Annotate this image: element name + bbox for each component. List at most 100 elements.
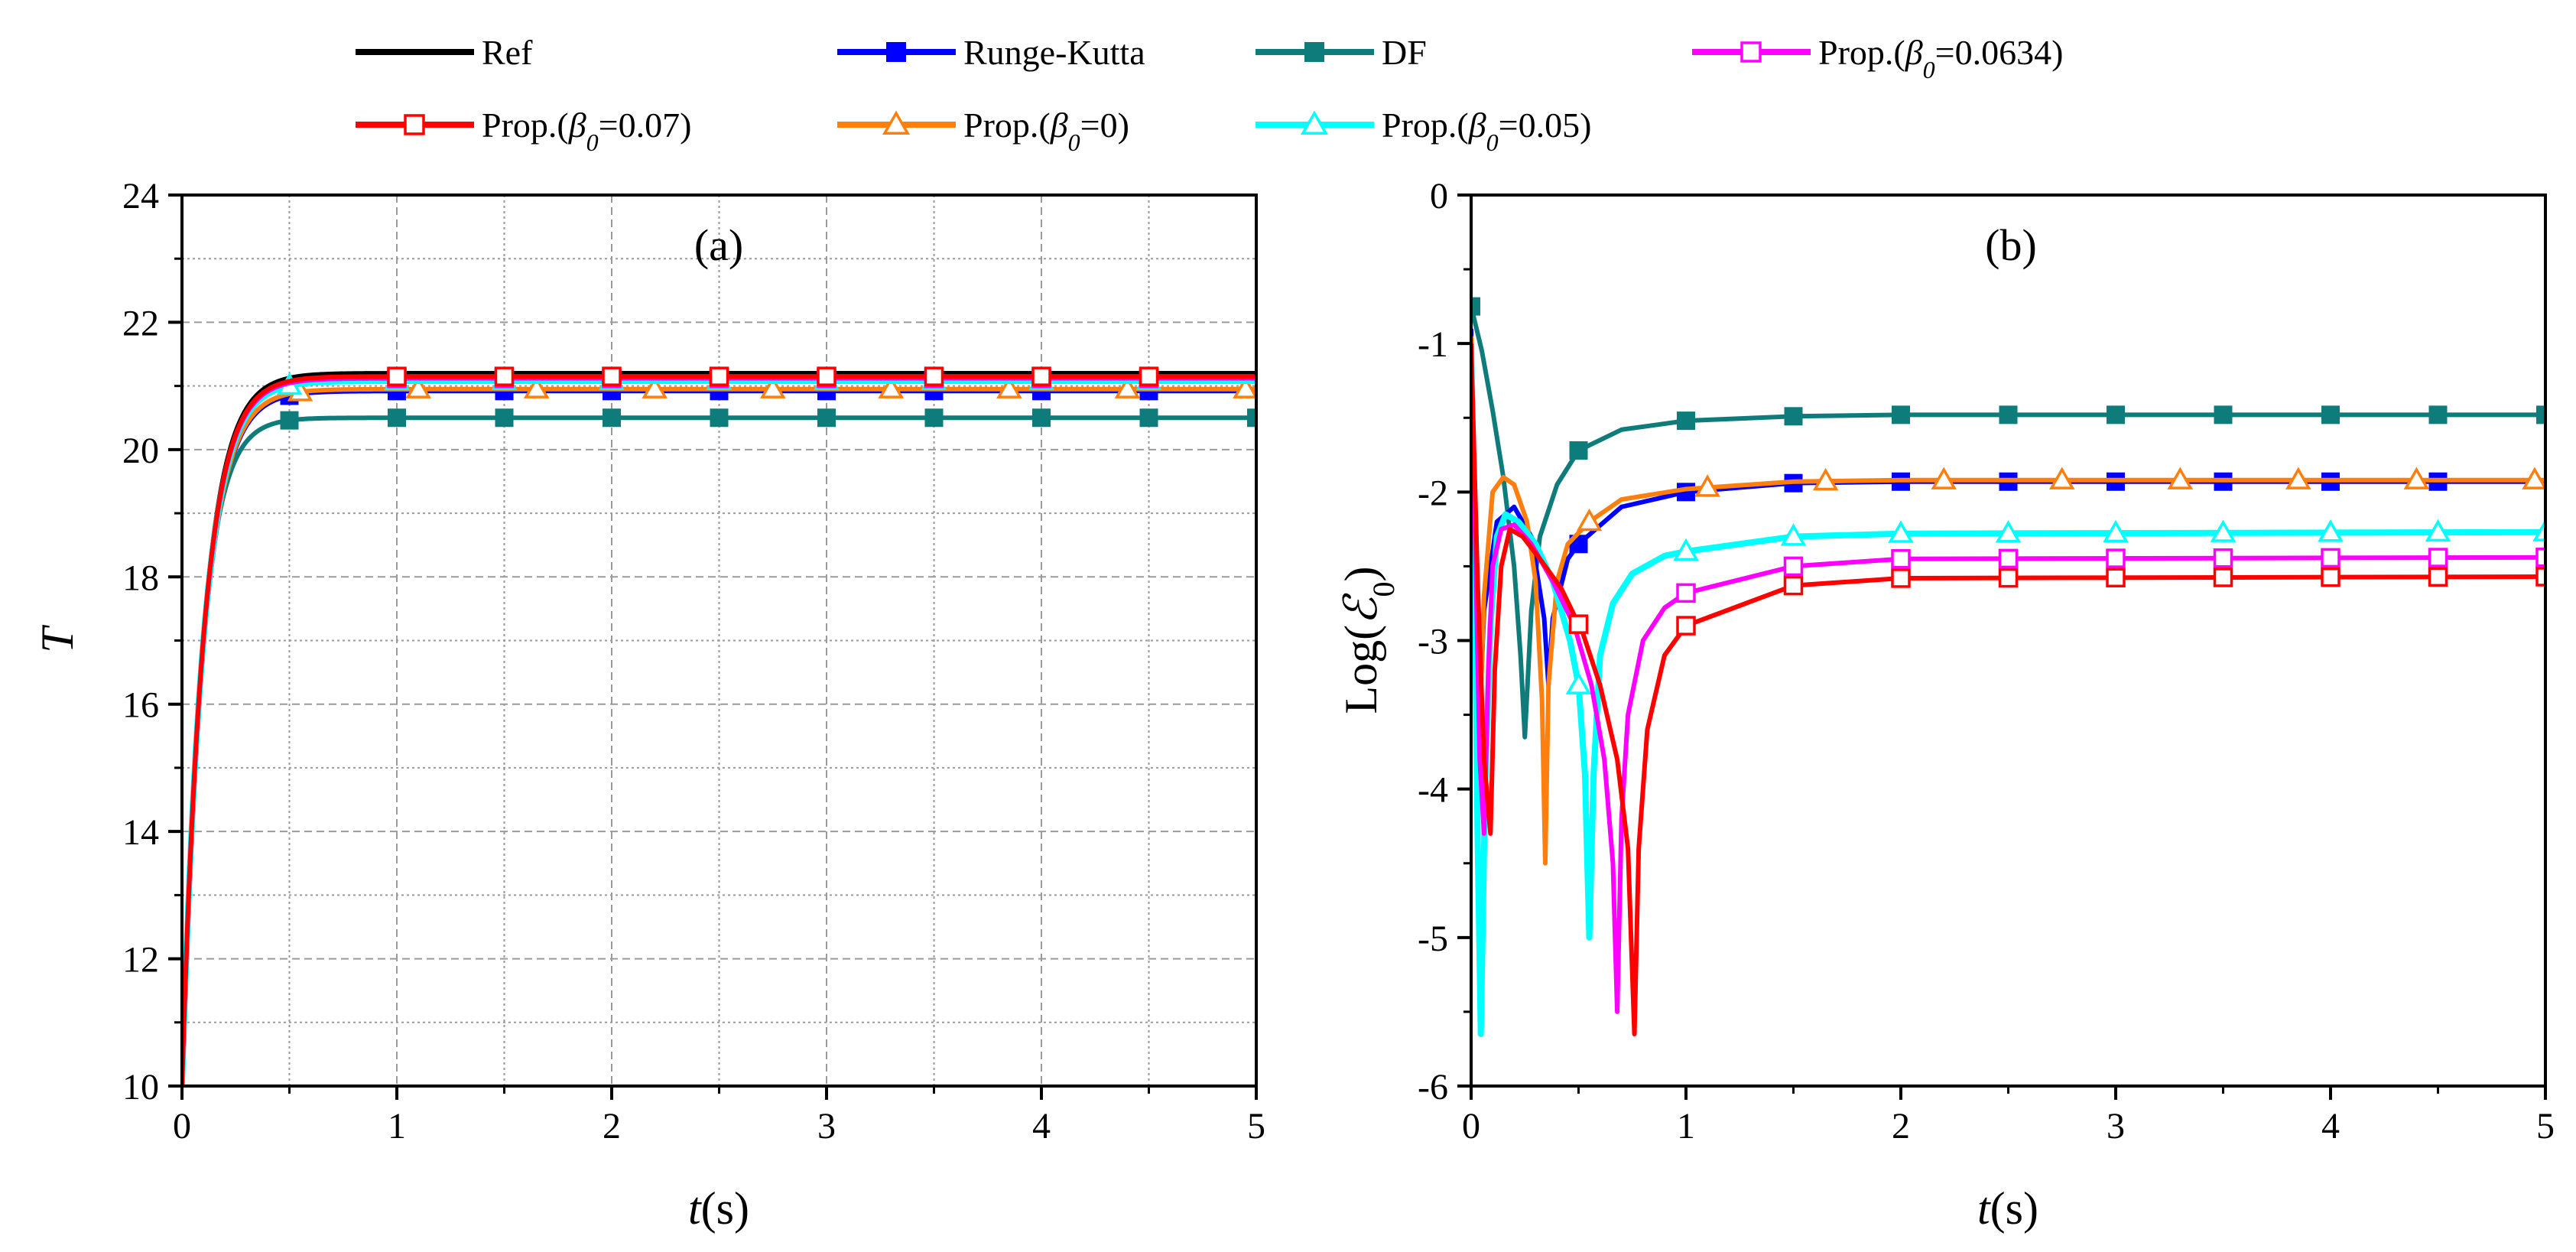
legend-marker-p0634: [1740, 41, 1762, 63]
legend-marker-rk: [886, 42, 906, 62]
legend-label-df: DF: [1382, 33, 1427, 72]
series-marker-b-df: [2428, 405, 2448, 424]
panel-b: 0 1 2 3 4 5 -6 -5 -4 -3 -2 -1 0 (b) t(s) Log(ℰ0): [1336, 176, 2555, 1234]
legend-item-df: DF: [1256, 33, 1427, 72]
legend-label-p0634: Prop.(β0=0.0634): [1818, 33, 2063, 83]
series-marker-b-p05: [1565, 672, 1592, 694]
x-tick-label-a: 1: [388, 1106, 406, 1146]
legend-item-p05: Prop.(β0=0.05): [1256, 106, 1591, 156]
x-tick-label-b: 3: [2107, 1106, 2125, 1146]
series-line-a-p07: [182, 374, 1256, 1086]
series-marker-a-p0: [1233, 376, 1256, 398]
series-marker-a-df: [388, 408, 406, 428]
series-marker-b-p05: [2425, 519, 2451, 542]
series-marker-b-p0: [1812, 467, 1839, 491]
y-tick-label-a: 16: [122, 685, 159, 726]
y-tick-label-a: 12: [122, 940, 159, 980]
y-tick-label-b: -1: [1418, 324, 1448, 365]
series-marker-b-p0634: [2535, 548, 2545, 567]
y-axis-label-b: Log(ℰ0): [1336, 567, 1401, 714]
series-marker-b-p05: [2210, 519, 2237, 542]
series-marker-b-p07: [2213, 567, 2233, 587]
series-marker-b-p0: [2403, 467, 2430, 489]
legend-marker-p0: [882, 110, 911, 135]
y-tick-label-a: 20: [122, 431, 159, 471]
series-marker-b-p0634: [2321, 548, 2340, 568]
series-marker-a-p07: [494, 366, 515, 386]
x-tick-label-b: 0: [1462, 1106, 1480, 1146]
legend-item-ref: Ref: [356, 33, 533, 72]
x-tick-label-a: 4: [1032, 1106, 1051, 1146]
y-axis-label-a: T: [32, 625, 83, 653]
series-marker-b-p07: [2535, 567, 2545, 587]
series-marker-a-p0: [1114, 376, 1141, 398]
y-tick-label-a: 14: [122, 812, 159, 853]
series-marker-b-p0634: [1783, 556, 1804, 577]
y-tick-label-b: -4: [1418, 770, 1448, 811]
series-marker-a-df: [1247, 408, 1256, 428]
y-tick-label-b: 0: [1430, 176, 1448, 216]
series-marker-a-df: [817, 408, 836, 428]
series-marker-b-p0: [2285, 467, 2311, 489]
series-marker-a-p07: [817, 366, 836, 386]
series-marker-b-p05: [2532, 519, 2545, 541]
series-marker-b-p0: [2167, 467, 2194, 489]
legend-label-rk: Runge-Kutta: [963, 33, 1145, 72]
series-marker-b-p07: [2428, 567, 2448, 587]
series-marker-a-p0: [759, 376, 786, 398]
series-marker-b-p0634: [1891, 548, 1911, 569]
series-marker-b-p0: [1931, 467, 1957, 489]
x-tick-label-b: 5: [2536, 1106, 2555, 1146]
y-tick-label-b: -5: [1418, 919, 1448, 959]
series-marker-a-p0: [878, 376, 905, 398]
series-marker-b-p07: [1891, 568, 1911, 588]
series-marker-b-df: [1784, 407, 1803, 426]
series-marker-b-p0634: [2213, 548, 2233, 568]
series-marker-b-df: [2321, 405, 2340, 424]
x-axis-label-a: t(s): [688, 1183, 749, 1234]
legend-item-p07: Prop.(β0=0.07): [356, 106, 691, 156]
series-marker-a-df: [603, 408, 621, 428]
series-marker-a-df: [1139, 408, 1158, 428]
series-marker-a-p07: [602, 366, 622, 386]
x-tick-label-a: 3: [817, 1106, 836, 1146]
grid-a: [182, 195, 1256, 1086]
series-marker-b-p0634: [2106, 548, 2126, 568]
series-marker-b-p0: [1576, 508, 1603, 532]
series-marker-b-p05: [1780, 523, 1807, 546]
series-marker-b-df: [1677, 411, 1695, 431]
series-marker-b-p07: [1676, 616, 1696, 636]
series-marker-a-df: [1032, 408, 1051, 428]
series-marker-a-p0: [523, 376, 550, 398]
series-marker-b-df: [2214, 405, 2233, 424]
x-tick-label-b: 4: [2321, 1106, 2340, 1146]
y-tick-label-b: -3: [1418, 622, 1448, 662]
series-marker-b-df: [1999, 405, 2018, 424]
series-marker-b-p0: [1694, 474, 1720, 497]
series-marker-b-p05: [1673, 538, 1699, 561]
series-marker-a-p07: [1031, 366, 1051, 386]
series-marker-a-p07: [709, 366, 729, 386]
series-marker-a-p0: [642, 376, 668, 398]
x-axis-label-b: t(s): [1977, 1183, 2038, 1234]
legend: Ref Runge-Kutta DF Prop.(β0=0.0634) Prop.(β0…: [356, 33, 2063, 156]
x-tick-label-a: 2: [603, 1106, 621, 1146]
series-marker-a-p0: [996, 376, 1022, 398]
series-marker-b-df: [2107, 405, 2125, 424]
y-tick-label-a: 22: [122, 303, 159, 343]
ticks-b: 0 1 2 3 4 5 -6 -5 -4 -3 -2 -1 0: [1418, 176, 2555, 1146]
series-group-a: [182, 366, 1256, 1086]
x-tick-label-a: 5: [1247, 1106, 1265, 1146]
series-marker-a-df: [495, 408, 514, 428]
series-marker-b-p0634: [2428, 548, 2448, 567]
series-marker-b-p05: [2318, 519, 2344, 542]
series-marker-b-p07: [1568, 614, 1589, 634]
x-tick-label-a: 0: [173, 1106, 191, 1146]
x-tick-label-b: 2: [1892, 1106, 1910, 1146]
legend-label-p07: Prop.(β0=0.07): [482, 106, 691, 156]
legend-item-p0634: Prop.(β0=0.0634): [1692, 33, 2063, 83]
legend-label-p05: Prop.(β0=0.05): [1382, 106, 1591, 156]
series-marker-b-p0634: [1676, 583, 1696, 603]
